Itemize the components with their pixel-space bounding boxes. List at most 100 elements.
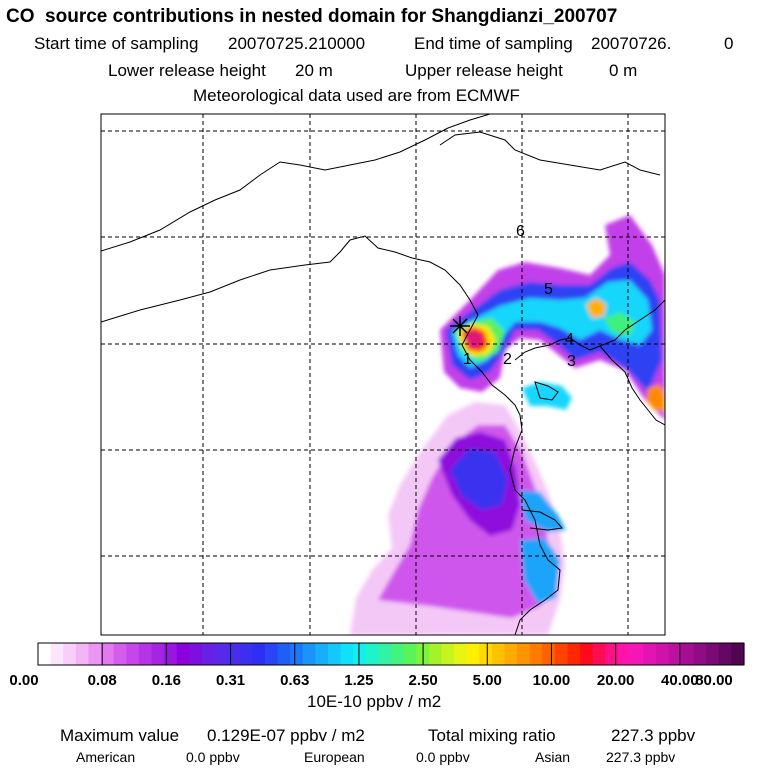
coastlines [101, 114, 665, 635]
colorbar-cell [38, 643, 52, 665]
plume-cyan-islet [522, 382, 572, 410]
coastline-north [101, 114, 491, 252]
colorbar-cell [101, 643, 115, 665]
end-time-suffix: 0 [724, 34, 734, 53]
colorbar-cell [693, 643, 707, 665]
coastline-bohai-west [101, 235, 479, 323]
plume-lightblue-coast [520, 538, 560, 604]
grid [101, 114, 665, 635]
coastline-east [599, 345, 665, 426]
colorbar-tick-label: 5.00 [473, 672, 502, 689]
colorbar-frame [37, 642, 745, 666]
colorbar-cell [252, 643, 266, 665]
colorbar-cell [50, 643, 64, 665]
colorbar-cell [113, 643, 127, 665]
colorbar-cell [164, 643, 178, 665]
colorbar-cell [718, 643, 732, 665]
american-label: American [76, 749, 136, 765]
total-mixing-label: Total mixing ratio [428, 726, 556, 745]
colorbar-cell [214, 643, 228, 665]
colorbar-tick-label: 1.25 [344, 672, 373, 689]
plume-orange-hotspot-ne [586, 298, 606, 318]
colorbar-cell [655, 643, 669, 665]
colorbar-cell [504, 643, 518, 665]
map-frame [100, 113, 666, 636]
colorbar-cell [378, 643, 392, 665]
colorbar-tick-label: 0.00 [9, 672, 38, 689]
colorbar-tick-label: 0.63 [280, 672, 309, 689]
colorbar-cell [264, 643, 279, 665]
colorbar-cell [680, 643, 695, 665]
coastline-shandong-tip [521, 509, 563, 531]
colorbar-cell [491, 643, 506, 665]
colorbar-cell [454, 643, 468, 665]
european-label: European [304, 749, 365, 765]
plume-lightblue-coast2 [520, 490, 566, 532]
colorbar-tick-label: 0.08 [88, 672, 117, 689]
plume-magenta-core [466, 330, 482, 348]
colorbar-cell [365, 643, 379, 665]
colorbar-cell [88, 643, 102, 665]
colorbar-cell [391, 643, 405, 665]
plume-orange-hotspot-e [646, 384, 665, 412]
colorbar-tick-label: 40.00 [661, 672, 699, 689]
colorbar-cell [479, 643, 493, 665]
american-value: 0.0 ppbv [186, 749, 240, 765]
colorbar-cell [353, 643, 367, 665]
colorbar-tick-label: 10.00 [533, 672, 571, 689]
colorbar-cell [580, 643, 594, 665]
point-label-6: 6 [516, 223, 525, 240]
lower-release-label: Lower release height [108, 61, 266, 80]
colorbar-cell [126, 643, 140, 665]
colorbar-cell [630, 643, 644, 665]
colorbar-tick-label: 0.16 [152, 672, 181, 689]
asian-value: 227.3 ppbv [606, 749, 676, 765]
colorbar-cell [542, 643, 556, 665]
colorbar-cell [302, 643, 316, 665]
colorbar-cell [529, 643, 543, 665]
coastline-peninsula [439, 131, 661, 176]
colorbar-cell [340, 643, 354, 665]
plume-field [350, 215, 665, 635]
colorbar-cell [63, 643, 77, 665]
colorbar-cell [466, 643, 480, 665]
max-value-label: Maximum value [60, 726, 180, 745]
station-marker [450, 316, 470, 336]
colorbar-cell [567, 643, 581, 665]
colorbar-cell [315, 643, 329, 665]
max-value: 0.129E-07 ppbv / m2 [207, 726, 365, 745]
colorbar-tick-label: 80.00 [695, 672, 733, 689]
colorbar-unit: 10E-10 ppbv / m2 [307, 692, 442, 711]
colorbar-cell [605, 643, 619, 665]
colorbar-cell [151, 643, 165, 665]
colorbar-cell [327, 643, 342, 665]
colorbar-tick-label: 20.00 [597, 672, 635, 689]
colorbar-cell [643, 643, 657, 665]
colorbar-cell [176, 643, 190, 665]
colorbar-cell [706, 643, 720, 665]
chart-title: CO source contributions in nested domain… [6, 6, 618, 27]
lower-release-value: 20 m [295, 61, 333, 80]
upper-release-label: Upper release height [405, 61, 563, 80]
point-label-3: 3 [567, 353, 576, 370]
plume-blue-core [450, 448, 508, 510]
colorbar-cell [227, 643, 241, 665]
coastline-bay [461, 314, 561, 635]
start-time-label: Start time of sampling [34, 34, 199, 53]
colorbar-cell [277, 643, 291, 665]
colorbar-cell [441, 643, 455, 665]
colorbar-cell [138, 643, 153, 665]
colorbar-cell [428, 643, 443, 665]
colorbar-cell [517, 643, 531, 665]
colorbar-cell [617, 643, 632, 665]
point-label-1: 1 [463, 351, 472, 368]
upper-release-value: 0 m [609, 61, 638, 80]
coastline-island [534, 381, 559, 401]
colorbar-cell [554, 643, 569, 665]
end-time-value: 20070726. [591, 34, 672, 53]
colorbar-cell [403, 643, 417, 665]
colorbar-cell [239, 643, 253, 665]
colorbar-cell [290, 643, 304, 665]
